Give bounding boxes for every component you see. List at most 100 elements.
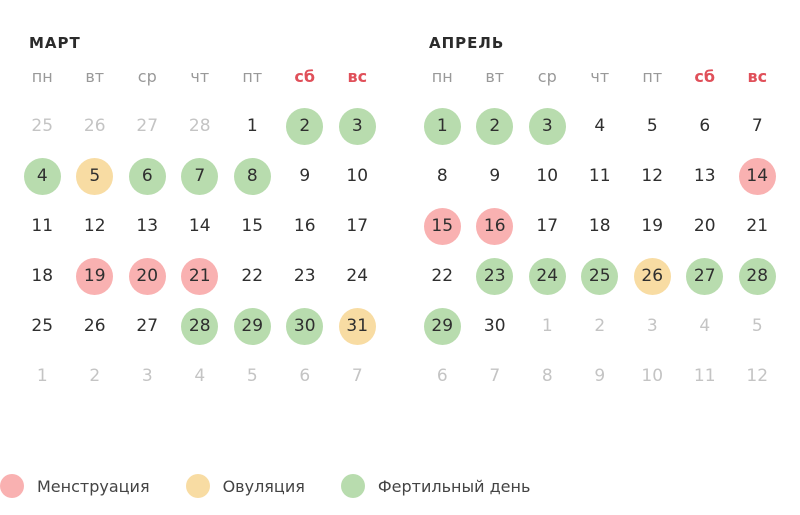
day-cell[interactable]: 9 — [574, 351, 627, 401]
day-cell[interactable]: 13 — [679, 151, 732, 201]
day-cell[interactable]: 11 — [16, 201, 69, 251]
day-cell[interactable]: 2 — [69, 351, 122, 401]
day-cell[interactable]: 27 — [679, 251, 732, 301]
day-cell[interactable]: 1 — [226, 101, 279, 151]
day-cell[interactable]: 26 — [69, 301, 122, 351]
day-cell[interactable]: 6 — [121, 151, 174, 201]
day-cell[interactable]: 25 — [16, 101, 69, 151]
day-cell[interactable]: 30 — [469, 301, 522, 351]
week-row: 18 19 20 21 22 23 24 — [16, 251, 384, 301]
day-number: 7 — [351, 366, 363, 386]
day-number: 3 — [528, 107, 566, 145]
day-number: 12 — [83, 216, 106, 236]
day-cell[interactable]: 26 — [626, 251, 679, 301]
day-cell[interactable]: 5 — [626, 101, 679, 151]
day-cell[interactable]: 27 — [121, 301, 174, 351]
day-cell[interactable]: 6 — [416, 351, 469, 401]
day-number: 29 — [233, 307, 271, 345]
day-cell[interactable]: 12 — [626, 151, 679, 201]
day-cell[interactable]: 10 — [331, 151, 384, 201]
day-cell[interactable]: 22 — [416, 251, 469, 301]
day-cell[interactable]: 8 — [226, 151, 279, 201]
day-cell[interactable]: 19 — [69, 251, 122, 301]
day-cell[interactable]: 31 — [331, 301, 384, 351]
day-cell[interactable]: 16 — [279, 201, 332, 251]
day-cell[interactable]: 18 — [574, 201, 627, 251]
day-number: 27 — [136, 316, 159, 336]
day-cell[interactable]: 9 — [279, 151, 332, 201]
day-cell[interactable]: 15 — [416, 201, 469, 251]
day-cell[interactable]: 24 — [521, 251, 574, 301]
day-cell[interactable]: 28 — [174, 101, 227, 151]
day-cell[interactable]: 29 — [226, 301, 279, 351]
day-cell[interactable]: 7 — [731, 101, 784, 151]
day-cell[interactable]: 4 — [574, 101, 627, 151]
day-cell[interactable]: 3 — [331, 101, 384, 151]
day-cell[interactable]: 6 — [279, 351, 332, 401]
day-cell[interactable]: 8 — [521, 351, 574, 401]
day-number: 20 — [128, 257, 166, 295]
day-cell[interactable]: 19 — [626, 201, 679, 251]
day-cell[interactable]: 9 — [469, 151, 522, 201]
day-cell[interactable]: 27 — [121, 101, 174, 151]
day-cell[interactable]: 10 — [521, 151, 574, 201]
day-cell[interactable]: 8 — [416, 151, 469, 201]
day-cell[interactable]: 11 — [679, 351, 732, 401]
day-cell[interactable]: 1 — [16, 351, 69, 401]
day-cell[interactable]: 14 — [174, 201, 227, 251]
day-cell[interactable]: 1 — [416, 101, 469, 151]
day-cell[interactable]: 21 — [174, 251, 227, 301]
day-cell[interactable]: 7 — [174, 151, 227, 201]
day-number: 4 — [23, 157, 61, 195]
day-cell[interactable]: 24 — [331, 251, 384, 301]
day-cell[interactable]: 15 — [226, 201, 279, 251]
day-cell[interactable]: 3 — [521, 101, 574, 151]
day-cell[interactable]: 17 — [521, 201, 574, 251]
day-cell[interactable]: 22 — [226, 251, 279, 301]
day-cell[interactable]: 12 — [731, 351, 784, 401]
day-cell[interactable]: 3 — [121, 351, 174, 401]
day-cell[interactable]: 21 — [731, 201, 784, 251]
day-cell[interactable]: 2 — [279, 101, 332, 151]
day-cell[interactable]: 2 — [574, 301, 627, 351]
day-cell[interactable]: 12 — [69, 201, 122, 251]
day-cell[interactable]: 28 — [731, 251, 784, 301]
day-cell[interactable]: 7 — [469, 351, 522, 401]
day-cell[interactable]: 18 — [16, 251, 69, 301]
day-cell[interactable]: 29 — [416, 301, 469, 351]
day-cell[interactable]: 7 — [331, 351, 384, 401]
day-cell[interactable]: 4 — [679, 301, 732, 351]
day-cell[interactable]: 23 — [279, 251, 332, 301]
day-cell[interactable]: 14 — [731, 151, 784, 201]
day-number: 7 — [181, 157, 219, 195]
day-cell[interactable]: 1 — [521, 301, 574, 351]
day-number: 17 — [346, 216, 369, 236]
day-number: 30 — [483, 316, 506, 336]
day-cell[interactable]: 16 — [469, 201, 522, 251]
day-cell[interactable]: 30 — [279, 301, 332, 351]
weekday-label: чт — [590, 67, 610, 86]
day-cell[interactable]: 5 — [226, 351, 279, 401]
day-cell[interactable]: 25 — [574, 251, 627, 301]
day-cell[interactable]: 10 — [626, 351, 679, 401]
week-row: 4 5 6 7 8 9 10 — [16, 151, 384, 201]
day-cell[interactable]: 4 — [174, 351, 227, 401]
day-cell[interactable]: 5 — [731, 301, 784, 351]
day-cell[interactable]: 20 — [121, 251, 174, 301]
day-number: 10 — [536, 166, 559, 186]
day-cell[interactable]: 28 — [174, 301, 227, 351]
day-cell[interactable]: 26 — [69, 101, 122, 151]
day-number: 14 — [738, 157, 776, 195]
day-cell[interactable]: 11 — [574, 151, 627, 201]
day-cell[interactable]: 25 — [16, 301, 69, 351]
day-cell[interactable]: 3 — [626, 301, 679, 351]
day-number: 24 — [528, 257, 566, 295]
day-cell[interactable]: 23 — [469, 251, 522, 301]
day-cell[interactable]: 6 — [679, 101, 732, 151]
day-cell[interactable]: 17 — [331, 201, 384, 251]
day-cell[interactable]: 13 — [121, 201, 174, 251]
day-cell[interactable]: 2 — [469, 101, 522, 151]
day-cell[interactable]: 5 — [69, 151, 122, 201]
day-cell[interactable]: 4 — [16, 151, 69, 201]
day-cell[interactable]: 20 — [679, 201, 732, 251]
